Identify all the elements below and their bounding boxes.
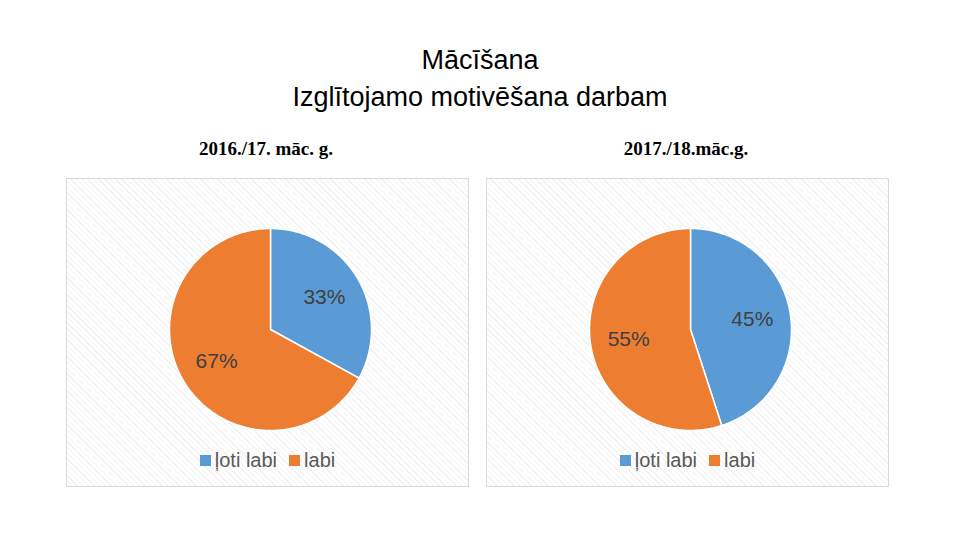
html-text:2016./17. māc. g.: 2016./17. māc. g.	[199, 138, 333, 159]
svg-text:67%: 67%	[196, 349, 238, 372]
html-text:labi: labi	[724, 449, 756, 471]
svg-text:55%: 55%	[608, 327, 650, 350]
html-text:labi: labi	[304, 449, 336, 471]
html-text:ļoti labi: ļoti labi	[634, 449, 698, 471]
html-text:2017./18.māc.g.: 2017./18.māc.g.	[623, 138, 749, 159]
svg-text:45%: 45%	[731, 307, 773, 330]
html-text:Izglītojamo motivēšana darbam: Izglītojamo motivēšana darbam	[292, 82, 668, 112]
svg-text:33%: 33%	[303, 285, 345, 308]
html-text:ļoti labi: ļoti labi	[214, 449, 278, 471]
html-text:Mācīšana: Mācīšana	[421, 45, 539, 75]
